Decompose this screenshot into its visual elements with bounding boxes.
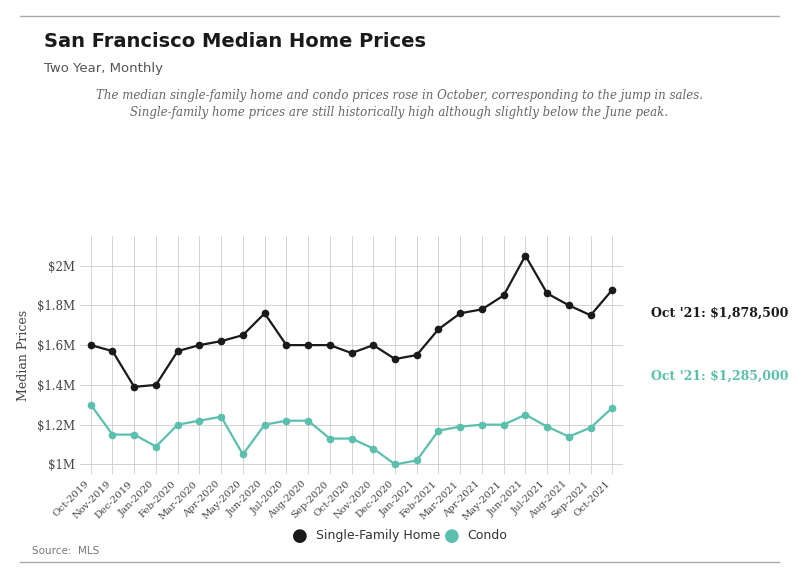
Text: ●: ● [443,527,459,545]
Text: San Francisco Median Home Prices: San Francisco Median Home Prices [44,32,426,51]
Text: Oct '21: $1,878,500: Oct '21: $1,878,500 [651,307,789,320]
Text: Source:  MLS: Source: MLS [32,546,99,556]
Text: Single-Family Home: Single-Family Home [316,530,440,542]
Text: Oct '21: $1,285,000: Oct '21: $1,285,000 [651,370,789,383]
Text: The median single-family home and condo prices rose in October, corresponding to: The median single-family home and condo … [96,89,703,102]
Text: Single-family home prices are still historically high although slightly below th: Single-family home prices are still hist… [130,106,669,120]
Text: ●: ● [292,527,308,545]
Y-axis label: Median Prices: Median Prices [17,309,30,401]
Text: Two Year, Monthly: Two Year, Monthly [44,62,163,75]
Text: Condo: Condo [467,530,507,542]
